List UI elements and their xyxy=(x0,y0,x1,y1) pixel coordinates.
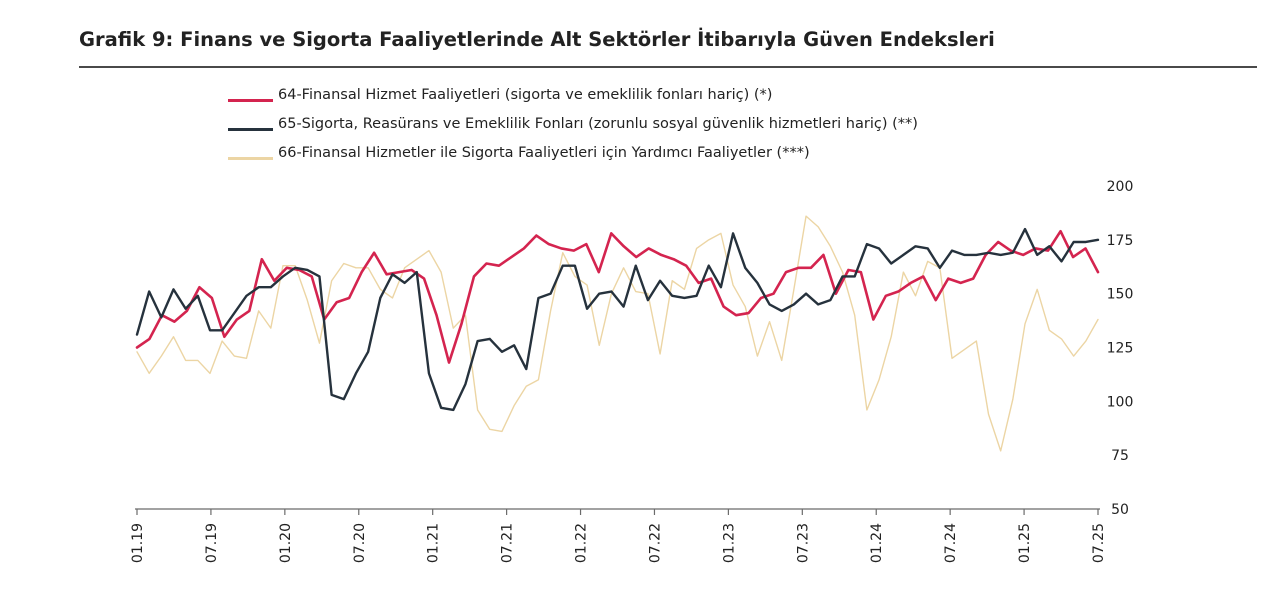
x-tick-label: 01.22 xyxy=(574,523,590,563)
x-tick-label: 07.25 xyxy=(1091,523,1107,563)
legend-label-series-64: 64-Finansal Hizmet Faaliyetleri (sigorta… xyxy=(278,87,773,103)
x-tick-label: 01.24 xyxy=(869,523,885,563)
x-tick-label: 01.23 xyxy=(721,523,737,563)
x-tick-label: 07.23 xyxy=(795,523,811,563)
legend-label-series-65: 65-Sigorta, Reasürans ve Emeklilik Fonla… xyxy=(278,116,918,132)
y-tick-label: 100 xyxy=(1107,394,1134,410)
x-tick-label: 07.19 xyxy=(204,523,220,563)
legend-swatch-series-64 xyxy=(228,99,273,102)
x-tick-label: 01.20 xyxy=(278,523,294,563)
x-tick-label: 01.19 xyxy=(130,523,146,563)
y-tick-label: 150 xyxy=(1107,287,1134,303)
x-tick-label: 07.22 xyxy=(647,523,663,563)
x-tick-label: 07.20 xyxy=(352,523,368,563)
y-tick-label: 200 xyxy=(1107,179,1134,195)
y-tick-label: 125 xyxy=(1107,341,1134,357)
x-tick-label: 01.21 xyxy=(426,523,442,563)
y-tick-label: 175 xyxy=(1107,233,1134,249)
legend-swatch-series-66 xyxy=(228,157,273,160)
legend-label-series-66: 66-Finansal Hizmetler ile Sigorta Faaliy… xyxy=(278,145,810,161)
x-tick-label: 01.25 xyxy=(1017,523,1033,563)
y-tick-label: 50 xyxy=(1111,502,1129,518)
x-tick-label: 07.21 xyxy=(500,523,516,563)
x-tick-label: 07.24 xyxy=(943,523,959,563)
y-tick-label: 75 xyxy=(1111,448,1129,464)
series-64-line xyxy=(135,229,1100,364)
chart-title: Grafik 9: Finans ve Sigorta Faaliyetleri… xyxy=(79,28,995,51)
legend-swatch-series-65 xyxy=(228,128,273,131)
series-65-line xyxy=(135,227,1100,412)
title-divider xyxy=(79,66,1257,68)
